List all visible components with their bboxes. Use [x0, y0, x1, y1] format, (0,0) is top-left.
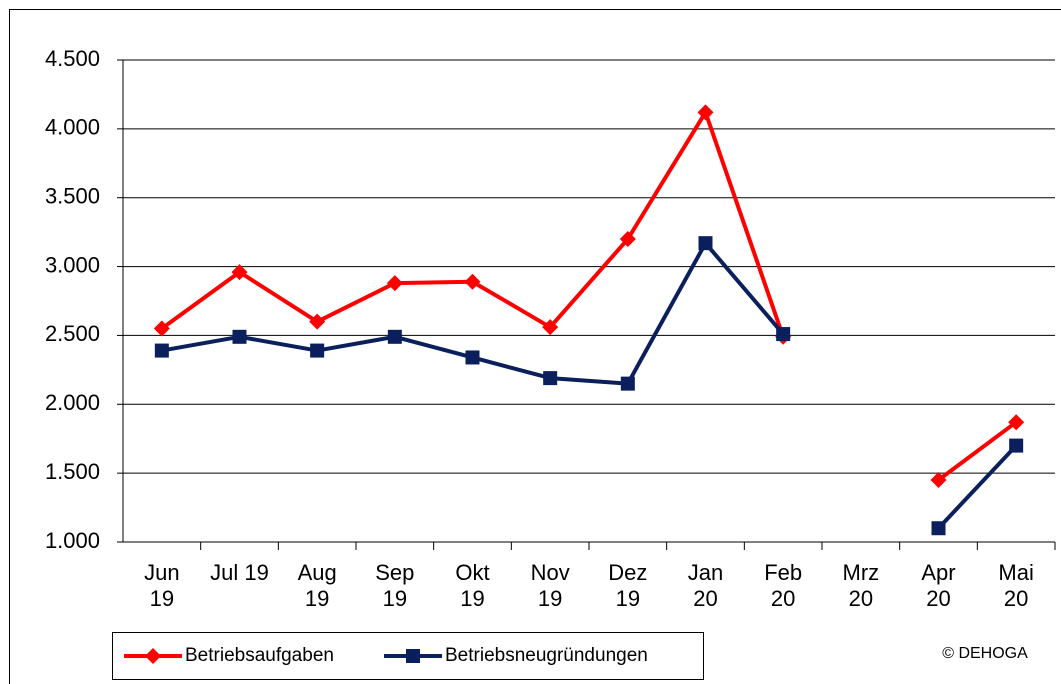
data-point: [309, 313, 326, 330]
data-point: [930, 472, 947, 489]
x-tick-label: Okt 19: [455, 560, 490, 611]
data-point: [386, 275, 403, 292]
data-point: [387, 329, 402, 344]
x-tick-label: Aug 19: [297, 560, 337, 611]
data-point: [465, 350, 480, 365]
y-tick-label: 3.500: [45, 184, 100, 209]
y-tick-label: 4.000: [45, 115, 100, 140]
data-point: [542, 319, 559, 336]
legend-label: Betriebsneugründungen: [445, 645, 648, 666]
x-tick-label: Apr 20: [921, 560, 956, 611]
y-tick-label: 2.500: [45, 321, 100, 346]
annotation: © DEHOGA: [942, 645, 1028, 662]
x-tick-label: Dez 19: [608, 560, 648, 611]
x-tick-label: Jun 19: [144, 560, 180, 611]
data-point: [153, 320, 170, 337]
data-point: [1008, 414, 1025, 431]
legend-marker: [406, 649, 420, 663]
x-tick-label: Jan 20: [687, 560, 724, 611]
data-point: [231, 264, 248, 281]
data-point: [698, 236, 713, 251]
data-point: [619, 231, 636, 248]
series-line: [160, 110, 1018, 482]
y-tick-label: 4.500: [45, 46, 100, 71]
data-point: [620, 376, 635, 391]
data-point: [543, 371, 558, 386]
data-point: [464, 273, 481, 290]
x-tick-label: Sep 19: [375, 560, 415, 611]
data-point: [1009, 438, 1024, 453]
data-point: [232, 329, 247, 344]
x-tick-label: Feb 20: [764, 560, 803, 611]
data-point: [697, 104, 714, 121]
y-tick-label: 1.000: [45, 528, 100, 553]
legend-label: Betriebsaufgaben: [185, 645, 334, 666]
x-tick-label: Mrz 20: [842, 560, 880, 611]
data-point: [931, 521, 946, 536]
data-point: [310, 343, 325, 358]
data-point: [154, 343, 169, 358]
y-tick-label: 2.000: [45, 390, 100, 415]
chart-frame: [9, 9, 1061, 684]
y-tick-label: 1.500: [45, 459, 100, 484]
x-tick-label: Mai 20: [998, 560, 1034, 611]
x-tick-label: Jul 19: [210, 560, 269, 585]
x-tick-label: Nov 19: [530, 560, 570, 611]
legend-marker: [145, 648, 161, 664]
y-tick-label: 3.000: [45, 252, 100, 277]
data-point: [776, 327, 791, 342]
